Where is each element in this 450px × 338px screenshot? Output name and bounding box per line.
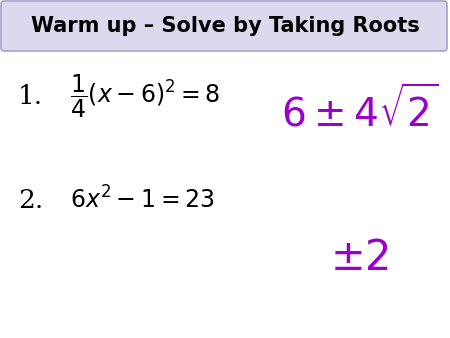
Text: $\pm 2$: $\pm 2$ (330, 237, 390, 279)
Text: 2.: 2. (18, 188, 43, 213)
Text: $6x^2 - 1 = 23$: $6x^2 - 1 = 23$ (70, 186, 215, 214)
Text: Warm up – Solve by Taking Roots: Warm up – Solve by Taking Roots (31, 16, 419, 36)
Text: $\dfrac{1}{4}(x-6)^2 = 8$: $\dfrac{1}{4}(x-6)^2 = 8$ (70, 72, 220, 120)
Text: $6 \pm 4\sqrt{2}$: $6 \pm 4\sqrt{2}$ (281, 86, 439, 134)
Text: 1.: 1. (18, 83, 43, 108)
FancyBboxPatch shape (1, 1, 447, 51)
